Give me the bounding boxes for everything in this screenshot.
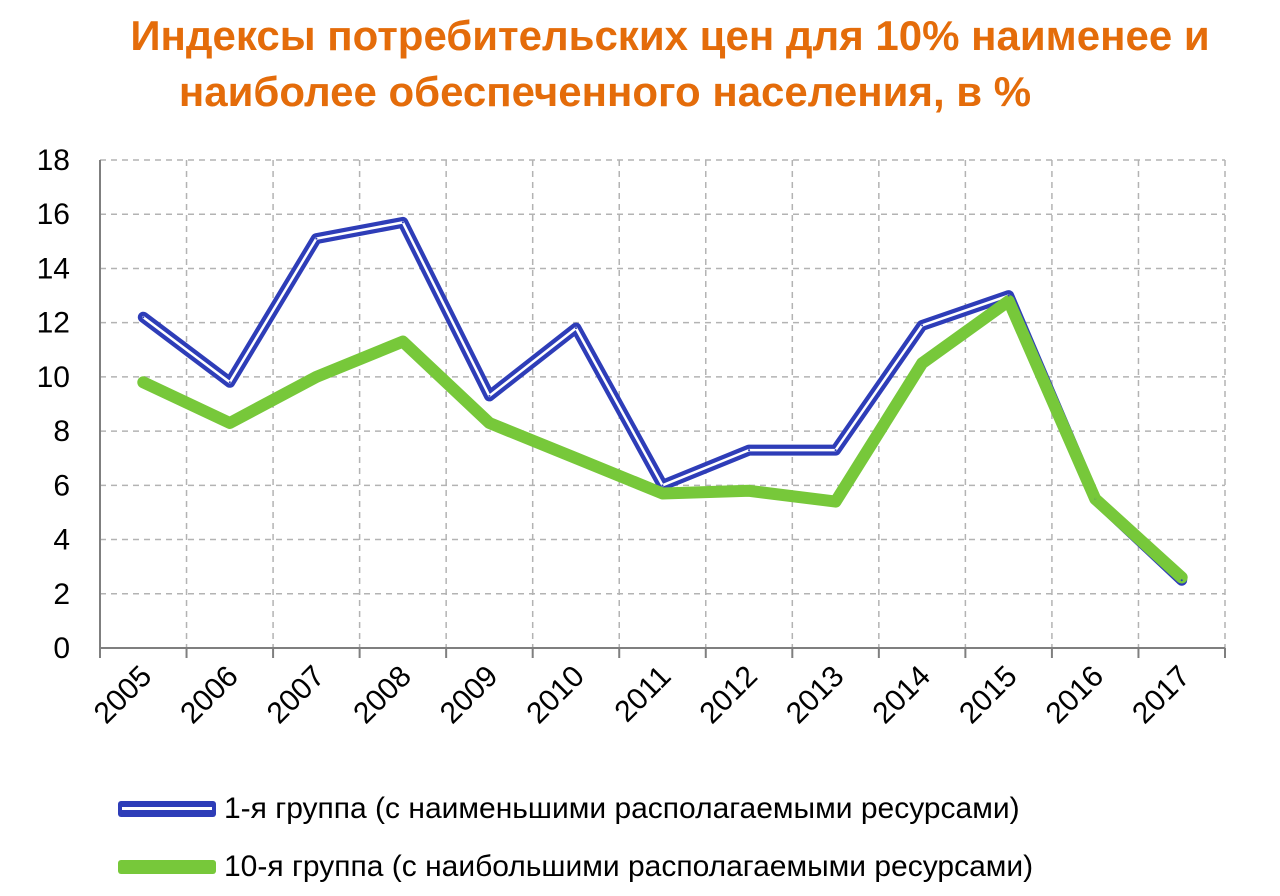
x-tick-label-2008: 2008 <box>347 660 418 731</box>
y-tick-label-12: 12 <box>37 307 70 340</box>
series-1-point-2014 <box>921 324 924 327</box>
legend-swatch-series-1 <box>118 801 216 817</box>
x-tick-label-2010: 2010 <box>520 660 591 731</box>
series-2-point-2009 <box>488 421 491 424</box>
series-2-point-2017 <box>1180 576 1183 579</box>
y-tick-label-14: 14 <box>37 252 70 285</box>
series-1-point-2007 <box>315 237 318 240</box>
chart-title: Индексы потребительских цен для 10% наим… <box>0 8 1280 120</box>
y-tick-label-8: 8 <box>53 415 70 448</box>
y-tick-label-4: 4 <box>53 524 70 557</box>
y-tick-label-10: 10 <box>37 361 70 394</box>
series-1-point-2011 <box>661 484 664 487</box>
series-1-point-2017 <box>1180 579 1183 582</box>
legend-swatch-series-2 <box>118 860 216 874</box>
chart-title-line-2: наиболее обеспеченного населения, в % <box>178 68 1032 115</box>
x-tick-label-2012: 2012 <box>693 660 764 731</box>
y-tick-label-0: 0 <box>53 632 70 665</box>
x-tick-label-2007: 2007 <box>261 660 332 731</box>
x-tick-label-2017: 2017 <box>1126 660 1197 731</box>
series-2-point-2015 <box>1007 299 1010 302</box>
chart-title-line-1: Индексы потребительских цен для 10% наим… <box>130 12 1210 59</box>
x-tick-label-2009: 2009 <box>434 660 505 731</box>
series-2-point-2016 <box>1094 497 1097 500</box>
series-1-point-2012 <box>748 449 751 452</box>
x-tick-label-2014: 2014 <box>867 660 938 731</box>
chart-legend: 1-я группа (с наименьшими располагаемыми… <box>118 780 1033 896</box>
legend-item-series-1: 1-я группа (с наименьшими располагаемыми… <box>118 780 1033 838</box>
series-1-point-2009 <box>488 394 491 397</box>
x-tick-label-2011: 2011 <box>608 660 677 729</box>
series-2-point-2006 <box>228 421 231 424</box>
x-tick-label-2006: 2006 <box>174 660 245 731</box>
series-1-point-2015 <box>1007 294 1010 297</box>
series-2-point-2010 <box>574 457 577 460</box>
legend-label-series-2: 10-я группа (с наибольшими располагаемым… <box>224 850 1034 883</box>
series-1-point-2008 <box>401 221 404 224</box>
series-2-line <box>137 295 1188 584</box>
series-1-point-2010 <box>574 327 577 330</box>
x-tick-label-2013: 2013 <box>780 660 851 731</box>
legend-item-series-2: 10-я группа (с наибольшими располагаемым… <box>118 838 1033 896</box>
y-tick-label-6: 6 <box>53 469 70 502</box>
x-tick-label-2015: 2015 <box>953 660 1024 731</box>
series-2-point-2013 <box>834 500 837 503</box>
series-2-point-2005 <box>142 381 145 384</box>
series-2-point-2008 <box>401 340 404 343</box>
y-tick-label-2: 2 <box>53 578 70 611</box>
y-tick-label-16: 16 <box>37 198 70 231</box>
series-1-line <box>137 216 1188 586</box>
y-tick-label-18: 18 <box>37 144 70 177</box>
x-tick-label-2016: 2016 <box>1040 660 1111 731</box>
series-2-point-2014 <box>921 362 924 365</box>
x-tick-label-2005: 2005 <box>88 660 159 731</box>
series-2-point-2011 <box>661 492 664 495</box>
series-2-point-2012 <box>748 489 751 492</box>
series-1-point-2013 <box>834 449 837 452</box>
series-1-point-2006 <box>228 381 231 384</box>
series-2-point-2007 <box>315 375 318 378</box>
legend-label-series-1: 1-я группа (с наименьшими располагаемыми… <box>224 792 1020 825</box>
series-1-point-2005 <box>142 316 145 319</box>
